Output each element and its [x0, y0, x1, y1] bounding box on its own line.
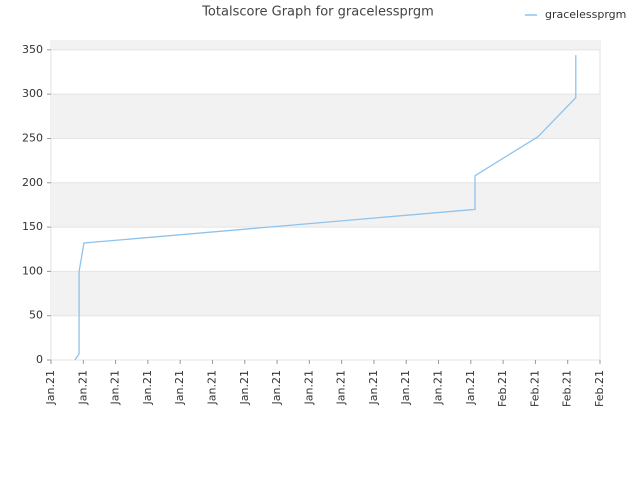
x-tick-label: Jan.21 [335, 370, 348, 405]
grid-band [51, 271, 600, 316]
grid-band [51, 41, 600, 50]
chart-title: Totalscore Graph for gracelessprgm [201, 5, 434, 20]
x-tick-label: Jan.21 [399, 370, 412, 405]
y-tick-label: 300 [22, 87, 43, 100]
y-tick-label: 0 [36, 353, 43, 366]
x-tick-label: Feb.21 [593, 370, 606, 407]
x-tick-label: Jan.21 [367, 370, 380, 405]
grid-band [51, 182, 600, 228]
y-tick-label: 100 [22, 264, 43, 277]
legend-label: gracelessprgm [545, 8, 626, 21]
y-tick-label: 200 [22, 176, 43, 189]
x-tick-label: Jan.21 [464, 370, 477, 405]
y-tick-label: 50 [29, 309, 43, 322]
x-tick-label: Jan.21 [302, 370, 315, 405]
series-line [74, 55, 577, 361]
x-tick-label: Jan.21 [76, 370, 89, 405]
y-tick-label: 150 [22, 220, 43, 233]
x-tick-label: Jan.21 [205, 370, 218, 405]
x-tick-label: Jan.21 [238, 370, 251, 405]
x-tick-label: Feb.21 [528, 370, 541, 407]
x-tick-label: Jan.21 [141, 370, 154, 405]
x-tick-label: Jan.21 [432, 370, 445, 405]
x-tick-label: Feb.21 [496, 370, 509, 407]
x-tick-label: Feb.21 [561, 370, 574, 407]
x-tick-label: Jan.21 [173, 370, 186, 405]
y-tick-label: 250 [22, 131, 43, 144]
y-tick-label: 350 [22, 43, 43, 56]
x-tick-label: Jan.21 [44, 370, 57, 405]
grid-band [51, 94, 600, 139]
x-tick-label: Jan.21 [270, 370, 283, 405]
x-tick-label: Jan.21 [109, 370, 122, 405]
